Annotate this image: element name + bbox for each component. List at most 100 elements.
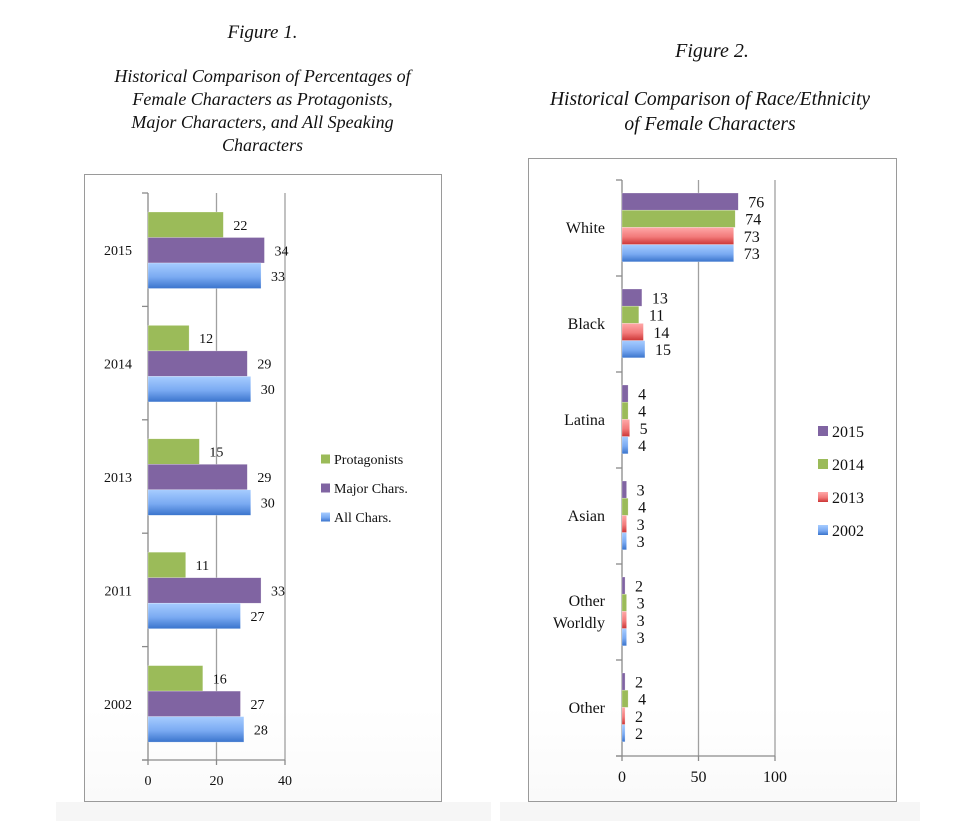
fig2-category-label: White: [566, 220, 605, 237]
fig2-bar: [621, 576, 626, 595]
figure1-title-line: Historical Comparison of Percentages of: [114, 66, 411, 86]
fig2-category-label: Other: [569, 593, 606, 610]
fig1-legend-swatch: [321, 483, 330, 493]
fig2-category-label: Latina: [564, 412, 605, 429]
fig2-legend-swatch: [818, 459, 828, 469]
fig1-data-label: 27: [250, 610, 264, 625]
fig1-bar: [147, 262, 262, 289]
fig1-bar: [147, 716, 245, 743]
figure2-label: Figure 2.: [675, 40, 749, 62]
fig2-bar: [621, 480, 627, 499]
fig2-data-label: 5: [640, 421, 648, 438]
fig1-bar: [147, 602, 241, 629]
fig2-bar: [621, 401, 629, 420]
figure2-title-line: of Female Characters: [624, 114, 796, 135]
fig1-data-label: 11: [196, 559, 209, 574]
fig1-data-label: 27: [250, 698, 264, 713]
fig1-x-tick-label: 20: [210, 774, 224, 789]
fig2-data-label: 4: [638, 692, 646, 709]
fig2-data-label: 3: [637, 534, 645, 551]
fig2-category-label: Other: [569, 700, 606, 717]
fig1-legend-label: All Chars.: [334, 511, 392, 526]
figure1-title-line: Female Characters as Protagonists,: [132, 89, 393, 109]
figure2-title: Historical Comparison of Race/Ethnicity …: [500, 87, 920, 137]
fig1-category-label: 2013: [104, 471, 132, 486]
fig2-bar: [621, 436, 629, 455]
fig2-data-label: 4: [638, 500, 646, 517]
fig1-category-label: 2011: [105, 584, 132, 599]
fig2-x-tick-label: 100: [763, 769, 787, 786]
fig1-data-label: 16: [213, 672, 227, 687]
fig1-legend-swatch: [321, 454, 330, 464]
fig2-x-tick-label: 0: [618, 769, 626, 786]
fig2-bar: [621, 209, 736, 228]
fig2-bar: [621, 305, 640, 324]
fig2-bar: [621, 515, 627, 533]
fig2-x-tick-label: 50: [691, 769, 707, 786]
fig2-bar: [621, 672, 626, 691]
figure2-title-line: Historical Comparison of Race/Ethnicity: [549, 89, 871, 110]
fig1-data-label: 28: [254, 723, 268, 738]
fig2-bar: [621, 497, 629, 516]
fig2-legend-swatch: [818, 525, 828, 535]
fig2-bar: [621, 689, 629, 708]
fig1-data-label: 34: [274, 244, 288, 259]
fig1-data-label: 29: [257, 471, 271, 486]
fig2-legend-label: 2014: [832, 457, 864, 474]
fig1-category-label: 2015: [104, 244, 132, 259]
figure1-label: Figure 1.: [227, 22, 298, 43]
fig2-bar: [621, 384, 629, 403]
fig1-data-label: 22: [233, 219, 247, 234]
fig1-category-label: 2014: [104, 358, 132, 373]
fig2-category-label: Asian: [568, 508, 605, 525]
fig1-x-tick-label: 0: [145, 774, 152, 789]
figure1-title-line: Major Characters, and All Speaking: [131, 112, 394, 132]
fig2-category-label: Worldly: [553, 615, 605, 632]
fig1-bar: [147, 665, 204, 692]
fig2-data-label: 4: [638, 438, 646, 455]
fig1-bar: [147, 325, 190, 352]
fig2-data-label: 76: [748, 194, 764, 211]
fig2-data-label: 11: [649, 308, 664, 325]
fig2-data-label: 4: [638, 386, 646, 403]
fig2-bar: [621, 288, 643, 307]
fig2-legend-swatch: [818, 492, 828, 502]
fig1-data-label: 33: [271, 584, 285, 599]
fig1-legend-label: Protagonists: [334, 453, 403, 468]
fig2-bar: [621, 419, 630, 437]
fig1-legend-swatch: [321, 512, 330, 522]
fig2-bar: [621, 707, 626, 725]
fig2-bar: [621, 340, 646, 359]
fig2-bar: [621, 611, 627, 629]
fig2-bar: [621, 192, 739, 211]
fig2-data-label: 3: [637, 630, 645, 647]
fig2-data-label: 73: [744, 229, 760, 246]
fig1-data-label: 15: [209, 446, 223, 461]
fig2-data-label: 2: [635, 709, 643, 726]
fig2-legend-label: 2015: [832, 424, 864, 441]
fig2-data-label: 15: [655, 342, 671, 359]
fig2-data-label: 14: [653, 325, 669, 342]
fig1-bar: [147, 489, 251, 516]
page-shadow: [500, 802, 920, 821]
fig1-data-label: 33: [271, 270, 285, 285]
fig1-bar: [147, 237, 265, 264]
fig1-data-label: 29: [257, 358, 271, 373]
fig1-legend-label: Major Chars.: [334, 482, 408, 497]
figure1-title: Historical Comparison of Percentages of …: [84, 65, 441, 157]
fig2-category-label: Black: [568, 316, 605, 333]
fig2-bar: [621, 532, 627, 551]
fig1-bar: [147, 211, 224, 238]
fig2-bar: [621, 593, 627, 612]
fig2-data-label: 3: [637, 517, 645, 534]
fig2-bar: [621, 628, 627, 647]
fig1-bar: [147, 350, 248, 377]
fig2-data-label: 2: [635, 726, 643, 743]
fig2-data-label: 74: [745, 212, 761, 229]
fig2-legend-label: 2002: [832, 523, 864, 540]
fig1-data-label: 12: [199, 332, 213, 347]
fig2-legend-swatch: [818, 426, 828, 436]
fig2-data-label: 13: [652, 290, 668, 307]
fig1-bar: [147, 690, 241, 717]
